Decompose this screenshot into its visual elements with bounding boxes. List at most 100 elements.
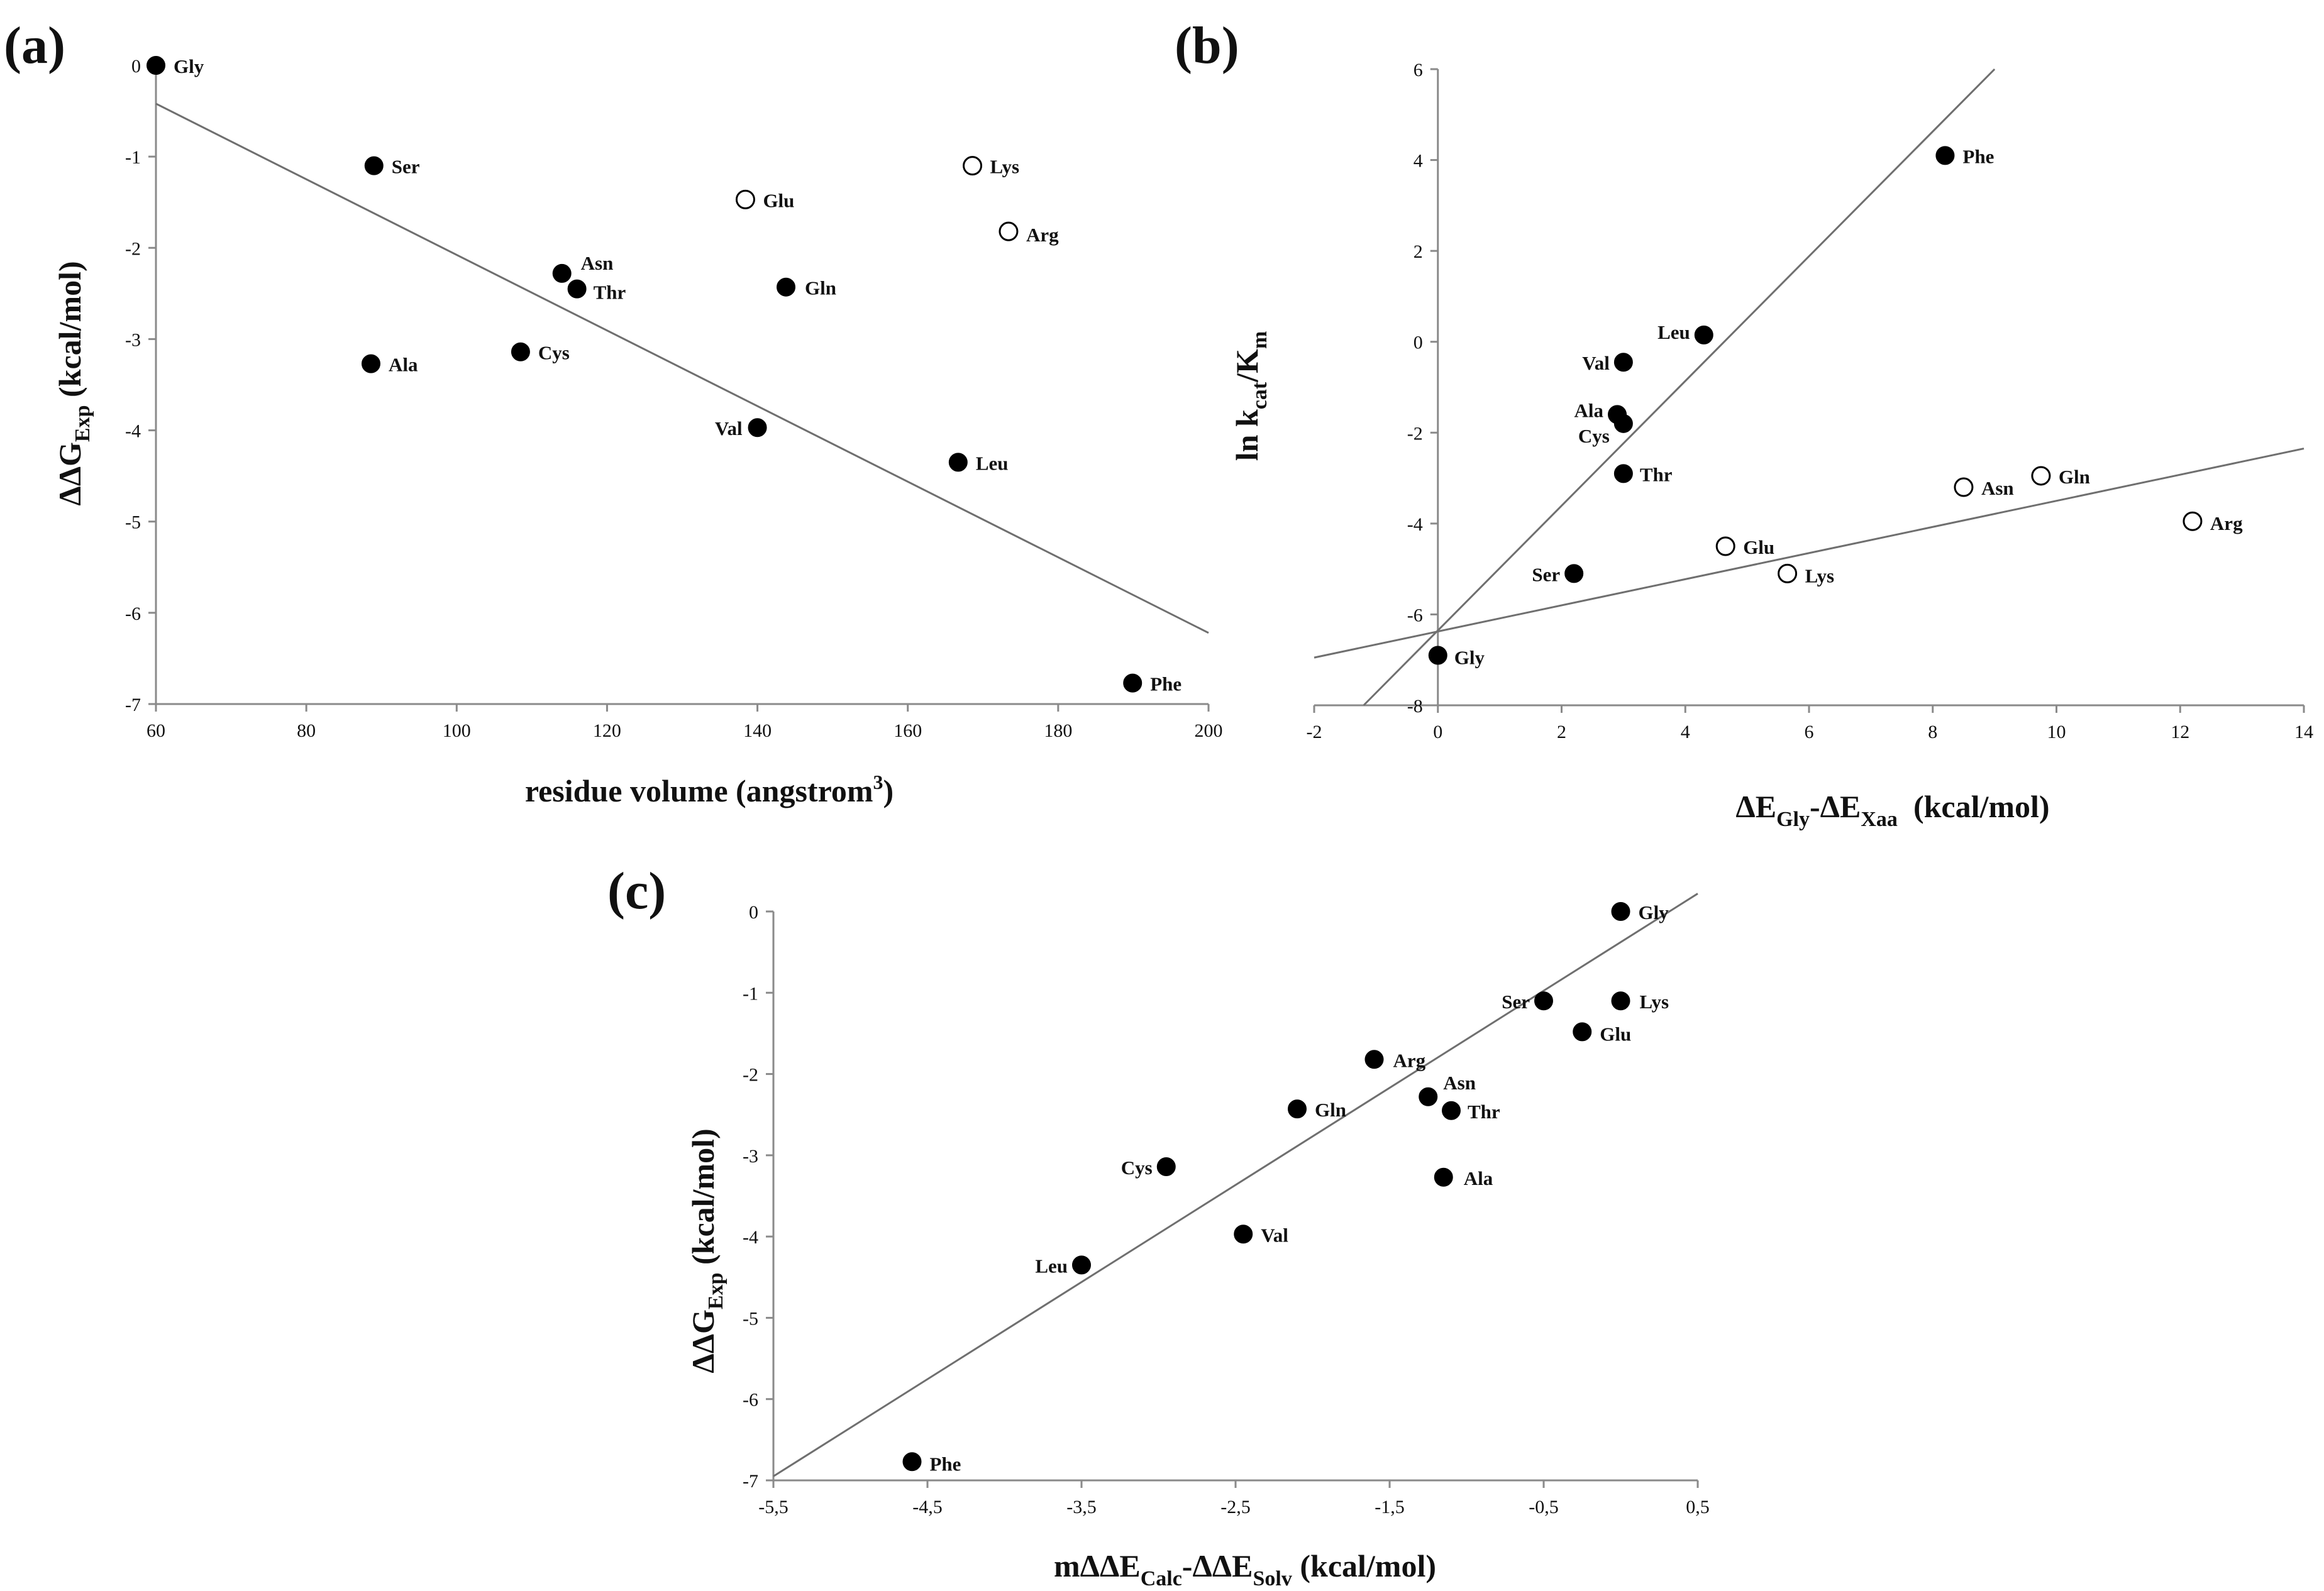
y-tick-label: -7 [743,1471,758,1492]
data-point-gly [147,56,165,75]
data-label-glu: Glu [1743,536,1774,558]
data-label-gln: Gln [805,277,836,299]
data-label-leu: Leu [1657,321,1690,343]
data-point-cys [511,342,530,361]
data-label-lys: Lys [990,156,1020,178]
data-point-asn [1419,1087,1438,1106]
panel-b-scatter-plot: (b) 6 4 2 0 -2 -4 -6 -8 -2 0 2 4 6 8 10 12 14 Phe Leu Val A… [1175,16,2313,831]
panel-a-scatter-plot: (a) 0 -1 -2 -3 -4 -5 -6 -7 60 80 100 120 140 160 180 20… [4,16,1223,808]
x-tick-label: 100 [443,720,471,741]
panel-a-points: Gly Ser Asn Thr Ala Cys Glu Gln Val Lys Arg Leu Phe [147,55,1181,695]
x-tick-label: -3,5 [1066,1497,1097,1517]
data-point-asn [1954,477,1974,497]
data-point-leu [1694,325,1713,344]
y-tick-label: -3 [743,1146,758,1167]
panel-a-ticks: 0 -1 -2 -3 -4 -5 -6 -7 60 80 100 120 140 160 180 200 [125,56,1223,741]
x-tick-label: -2 [1307,722,1322,742]
trend-line [1363,68,1996,707]
x-tick-label: 0,5 [1686,1497,1710,1517]
data-point-ala [361,354,380,373]
panel-c-ticks: 0 -1 -2 -3 -4 -5 -6 -7-5,5 -4,5 -3,5 -2,5 -1,5 -0,5 0… [743,902,1710,1517]
y-tick-label: -7 [125,695,141,715]
y-tick-label: -3 [125,329,141,350]
data-label-lys: Lys [1805,564,1835,586]
x-tick-label: 120 [593,720,621,741]
y-tick-label: 2 [1414,241,1423,262]
x-tick-label: 80 [297,720,316,741]
data-point-thr [1613,464,1633,483]
data-label-ala: Ala [1464,1167,1493,1189]
data-label-gly: Gly [1639,901,1669,923]
data-label-val: Val [715,417,743,439]
y-tick-label: -8 [1407,696,1423,717]
data-point-phe [1935,146,1955,165]
data-label-arg: Arg [1026,224,1059,246]
x-tick-label: 12 [2171,722,2189,742]
panel-b-points: Phe Leu Val Ala Cys Thr Ser Gly Asn Gln Arg Glu Lys [1428,145,2243,668]
panel-c-x-axis-title: mΔΔECalc-ΔΔESolv (kcal/mol) [1054,1548,1436,1590]
data-point-phe [1123,673,1143,693]
data-point-thr [1442,1101,1461,1120]
data-point-glu [1715,536,1735,556]
data-point-thr [567,279,587,299]
data-point-ser [1564,564,1584,583]
data-label-gln: Gln [1315,1099,1346,1121]
y-tick-label: 0 [749,902,758,923]
y-tick-label: -2 [743,1065,758,1086]
x-tick-label: -0,5 [1529,1497,1559,1517]
data-point-lys [1778,563,1798,583]
y-tick-label: 6 [1414,60,1423,80]
data-label-cys: Cys [1121,1157,1153,1179]
data-label-arg: Arg [2210,512,2243,534]
y-tick-label: -2 [125,238,141,259]
data-point-leu [948,453,968,472]
trend-line [155,102,1209,634]
data-label-phe: Phe [1150,673,1181,695]
data-point-gln [1288,1099,1307,1119]
data-point-gly [1428,646,1447,665]
data-label-val: Val [1582,352,1610,374]
data-point-gln [2031,466,2051,486]
y-tick-label: 0 [1414,333,1423,353]
y-tick-label: -6 [743,1390,758,1411]
x-tick-label: 140 [743,720,772,741]
y-tick-label: -2 [1407,423,1423,444]
panel-b-x-axis-title: ΔEGly-ΔEXaa (kcal/mol) [1735,789,2049,831]
data-point-leu [1072,1255,1091,1275]
data-point-cys [1613,414,1633,433]
y-tick-label: -6 [1407,605,1423,625]
y-tick-label: 0 [131,56,141,77]
panel-b-trend-lines [1314,68,2305,707]
panel-a-x-axis-title: residue volume (angstrom3) [525,771,894,808]
x-tick-label: -4,5 [912,1497,943,1517]
data-label-ala: Ala [389,354,418,376]
y-tick-label: -4 [1407,514,1423,535]
panel-b-axes [1314,69,2304,707]
data-label-asn: Asn [1443,1072,1476,1094]
data-label-thr: Thr [1468,1101,1500,1123]
data-label-ser: Ser [392,156,420,178]
x-tick-label: 14 [2294,722,2313,742]
data-label-thr: Thr [1640,463,1673,485]
x-tick-label: 8 [1928,722,1937,742]
data-point-ser [364,156,384,175]
data-point-lys [963,156,983,176]
data-label-glu: Glu [763,189,794,211]
data-point-arg [1364,1050,1384,1069]
data-point-gln [777,277,796,297]
panel-a-y-axis-title: ΔΔGExp (kcal/mol) [52,261,94,505]
y-tick-label: 4 [1414,151,1423,172]
data-point-glu [735,189,755,209]
y-tick-label: -5 [743,1308,758,1329]
data-label-cys: Cys [538,342,570,364]
panel-c-points: Gly Ser Lys Glu Arg Asn Thr Gln Cys Ala Val Leu Phe [902,901,1669,1475]
panel-c-letter: (c) [607,862,666,920]
data-point-lys [1611,991,1630,1011]
data-label-ser: Ser [1502,991,1530,1013]
trend-line [773,893,1698,1477]
x-tick-label: 4 [1681,722,1690,742]
x-tick-label: 2 [1557,722,1566,742]
x-tick-label: 10 [2047,722,2066,742]
data-label-asn: Asn [1981,477,2014,499]
